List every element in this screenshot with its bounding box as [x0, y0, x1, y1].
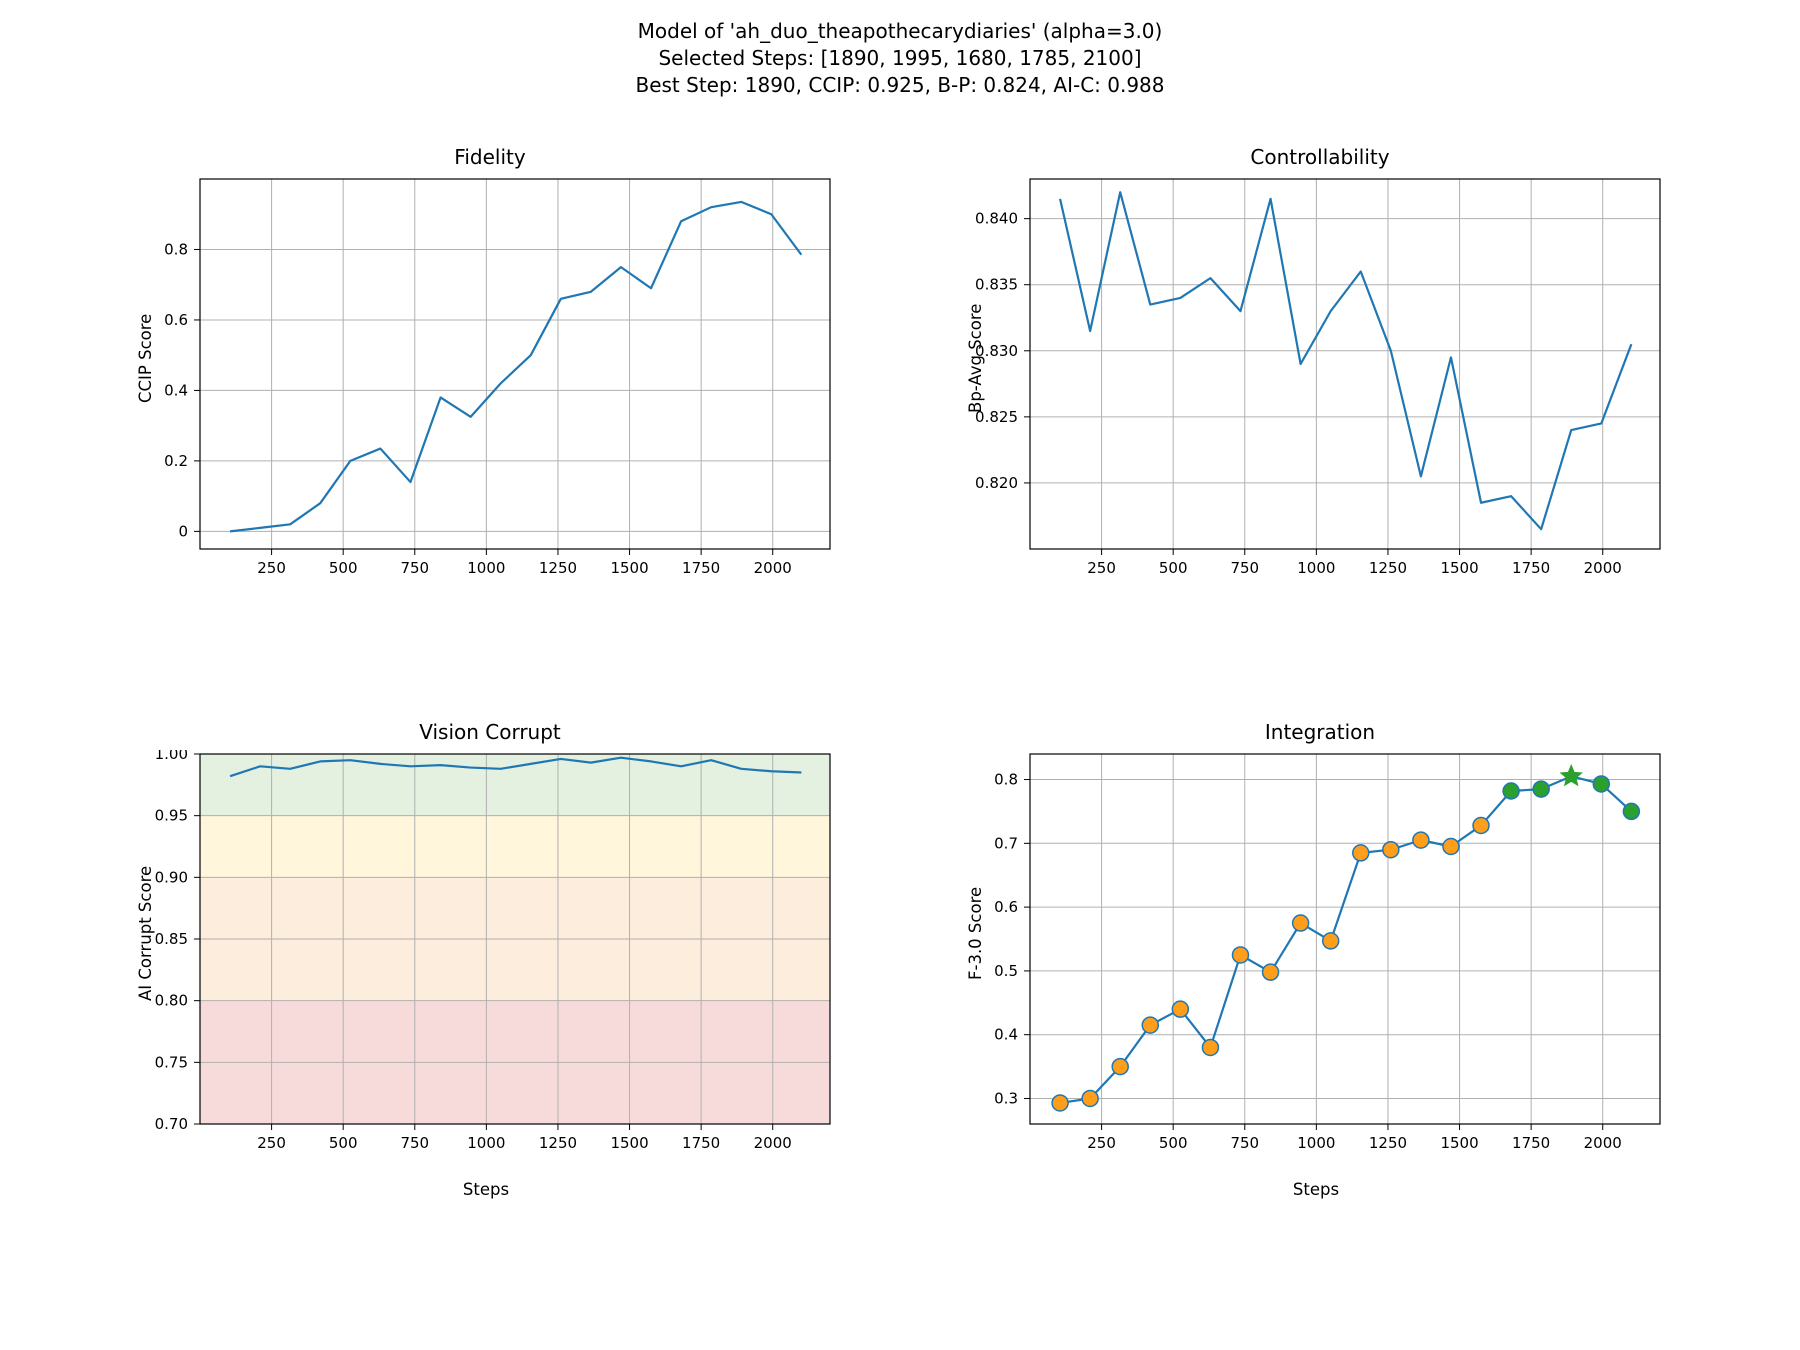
x-tick-label: 1750 — [1512, 559, 1550, 577]
step-marker — [1293, 915, 1309, 931]
x-tick-label: 1500 — [610, 559, 648, 577]
best-step-star-marker — [1561, 765, 1582, 785]
selected-step-marker — [1593, 776, 1609, 792]
fidelity-series — [230, 202, 801, 531]
x-tick-label: 250 — [257, 559, 286, 577]
figure: Model of 'ah_duo_theapothecarydiaries' (… — [0, 0, 1800, 1350]
integration-title: Integration — [960, 720, 1680, 744]
x-tick-label: 1500 — [610, 1134, 648, 1152]
panel-vision-corrupt: Vision Corrupt25050075010001250150017502… — [130, 720, 850, 1190]
vision_corrupt-axes: 250 500 750 1000 1250 1500 1750 2000 0.70 0.75 0.8… — [130, 750, 842, 1174]
y-tick-label: 0.2 — [164, 452, 188, 470]
step-marker — [1142, 1017, 1158, 1033]
step-marker — [1443, 839, 1459, 855]
y-tick-label: 0.6 — [164, 311, 188, 329]
integration-xlabel: Steps — [960, 1180, 1672, 1199]
panel-fidelity: Fidelity 250 500 750 1000 1250 1500 1750 2000 0 0.… — [130, 145, 850, 615]
figure-suptitle: Model of 'ah_duo_theapothecarydiaries' (… — [0, 18, 1800, 99]
x-tick-label: 1500 — [1440, 1134, 1478, 1152]
y-tick-label: 0.8 — [994, 771, 1018, 789]
panel-integration: Integration 250 500 750 1000 1250 1500 1750 2000… — [960, 720, 1680, 1190]
vision_corrupt-xlabel: Steps — [130, 1180, 842, 1199]
x-tick-label: 1250 — [539, 559, 577, 577]
x-tick-label: 1750 — [682, 1134, 720, 1152]
step-marker — [1323, 933, 1339, 949]
y-tick-label: 0.6 — [994, 898, 1018, 916]
y-tick-label: 0 — [178, 522, 188, 540]
x-tick-label: 1750 — [682, 559, 720, 577]
vision_corrupt-ylabel: AI Corrupt Score — [136, 865, 155, 1000]
fidelity-ylabel: CCIP Score — [136, 313, 155, 402]
x-tick-label: 1250 — [1369, 1134, 1407, 1152]
x-tick-label: 1750 — [1512, 1134, 1550, 1152]
vision_corrupt-title: Vision Corrupt — [130, 720, 850, 744]
y-tick-label: 0.5 — [994, 962, 1018, 980]
x-tick-label: 1250 — [539, 1134, 577, 1152]
x-tick-label: 750 — [400, 1134, 429, 1152]
suptitle-line-1: Model of 'ah_duo_theapothecarydiaries' (… — [0, 18, 1800, 45]
step-marker — [1172, 1001, 1188, 1017]
step-marker — [1413, 832, 1429, 848]
controllability-title: Controllability — [960, 145, 1680, 169]
y-tick-label: 0.85 — [155, 930, 188, 948]
x-tick-label: 250 — [1087, 559, 1116, 577]
y-tick-label: 0.75 — [155, 1053, 188, 1071]
x-tick-label: 750 — [400, 559, 429, 577]
selected-step-marker — [1623, 803, 1639, 819]
y-tick-label: 0.820 — [975, 474, 1018, 492]
x-tick-label: 2000 — [1584, 559, 1622, 577]
suptitle-line-3: Best Step: 1890, CCIP: 0.925, B-P: 0.824… — [0, 72, 1800, 99]
y-tick-label: 0.95 — [155, 807, 188, 825]
y-tick-label: 0.4 — [994, 1026, 1018, 1044]
integration-axes: 250 500 750 1000 1250 1500 1750 2000 0.3 0.4 0.5 0.… — [960, 750, 1672, 1174]
x-tick-label: 750 — [1230, 559, 1259, 577]
x-tick-label: 500 — [1159, 559, 1188, 577]
y-tick-label: 0.4 — [164, 381, 188, 399]
controllability-axes: 250500750100012501500175020000.8200.8250… — [960, 175, 1672, 599]
x-tick-label: 2000 — [754, 1134, 792, 1152]
step-marker — [1232, 947, 1248, 963]
x-tick-label: 500 — [329, 559, 358, 577]
x-tick-label: 750 — [1230, 1134, 1259, 1152]
step-marker — [1202, 1039, 1218, 1055]
step-marker — [1473, 817, 1489, 833]
x-tick-label: 2000 — [754, 559, 792, 577]
step-marker — [1263, 964, 1279, 980]
x-tick-label: 1500 — [1440, 559, 1478, 577]
x-tick-label: 250 — [257, 1134, 286, 1152]
y-tick-label: 0.3 — [994, 1089, 1018, 1107]
controllability-series — [1060, 192, 1631, 529]
fidelity-axes: 250 500 750 1000 1250 1500 1750 2000 0 0.2 0.4 0.6 0… — [130, 175, 842, 599]
step-marker — [1082, 1090, 1098, 1106]
y-tick-label: 0.835 — [975, 276, 1018, 294]
y-tick-label: 0.7 — [994, 834, 1018, 852]
x-tick-label: 2000 — [1584, 1134, 1622, 1152]
y-tick-label: 1.00 — [155, 750, 188, 763]
y-tick-label: 0.90 — [155, 868, 188, 886]
x-tick-label: 1000 — [467, 559, 505, 577]
selected-step-marker — [1503, 783, 1519, 799]
suptitle-line-2: Selected Steps: [1890, 1995, 1680, 1785,… — [0, 45, 1800, 72]
x-tick-label: 500 — [329, 1134, 358, 1152]
x-tick-label: 1000 — [1297, 1134, 1335, 1152]
y-tick-label: 0.840 — [975, 210, 1018, 228]
x-tick-label: 1250 — [1369, 559, 1407, 577]
integration-series — [1060, 776, 1631, 1103]
step-marker — [1383, 842, 1399, 858]
x-tick-label: 1000 — [467, 1134, 505, 1152]
step-marker — [1052, 1095, 1068, 1111]
step-marker — [1353, 845, 1369, 861]
y-tick-label: 0.8 — [164, 240, 188, 258]
panel-controllability: Controllability 250 500 750 1000 1250 1500 1750… — [960, 145, 1680, 615]
integration-ylabel: F-3.0 Score — [966, 886, 985, 979]
x-tick-label: 250 — [1087, 1134, 1116, 1152]
x-tick-label: 500 — [1159, 1134, 1188, 1152]
y-tick-label: 0.80 — [155, 992, 188, 1010]
x-tick-label: 1000 — [1297, 559, 1335, 577]
y-tick-label: 0.70 — [155, 1115, 188, 1133]
step-marker — [1112, 1059, 1128, 1075]
controllability-ylabel: Bp-Avg Score — [966, 303, 985, 412]
selected-step-marker — [1533, 781, 1549, 797]
fidelity-title: Fidelity — [130, 145, 850, 169]
